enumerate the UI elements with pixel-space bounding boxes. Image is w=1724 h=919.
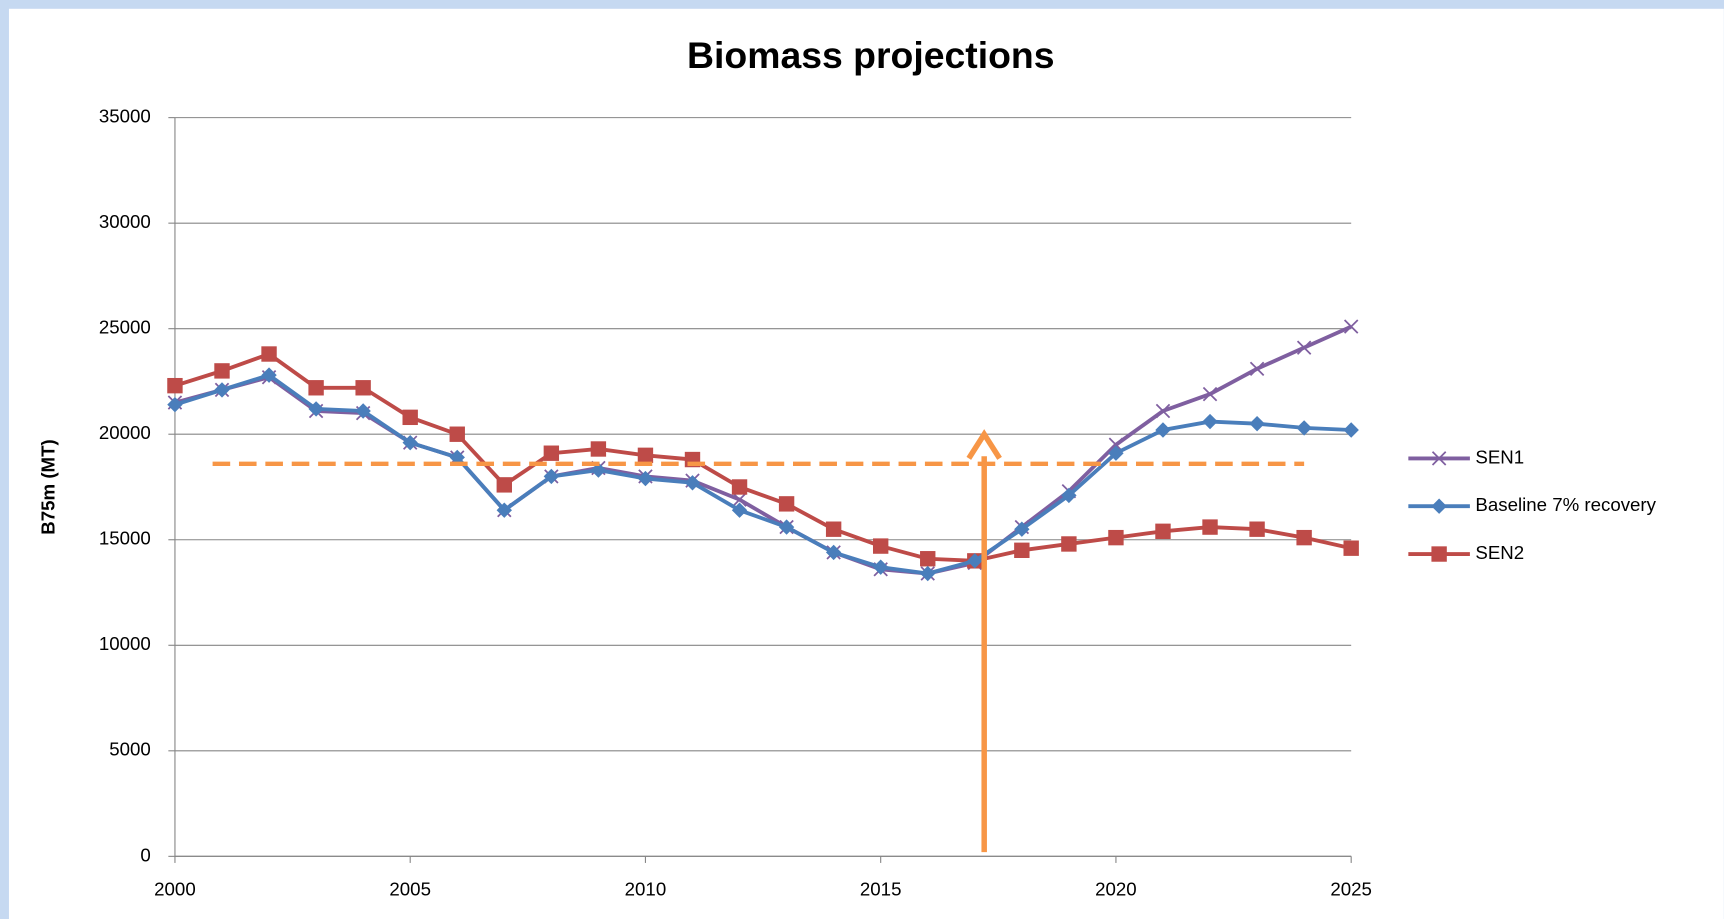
legend-label: SEN2 bbox=[1475, 542, 1524, 563]
data-point bbox=[967, 553, 983, 569]
y-tick-label: 15000 bbox=[99, 528, 151, 549]
x-tick-label: 2000 bbox=[154, 878, 196, 899]
data-point bbox=[1249, 521, 1265, 537]
data-point bbox=[825, 544, 842, 561]
data-point bbox=[778, 496, 795, 512]
data-point bbox=[1202, 519, 1218, 535]
y-tick-label: 10000 bbox=[99, 633, 151, 654]
data-point bbox=[167, 377, 183, 394]
data-point bbox=[1202, 413, 1218, 430]
data-point bbox=[1202, 386, 1218, 402]
legend-marker bbox=[1431, 451, 1447, 466]
data-point bbox=[590, 441, 607, 457]
data-point bbox=[1061, 536, 1077, 552]
y-tick-label: 35000 bbox=[99, 106, 151, 127]
data-point bbox=[355, 380, 371, 396]
y-tick-label: 20000 bbox=[99, 422, 151, 443]
data-point bbox=[590, 462, 607, 478]
data-point bbox=[825, 521, 842, 537]
data-point bbox=[308, 380, 324, 396]
chart-title: Biomass projections bbox=[687, 34, 1054, 76]
data-point bbox=[872, 538, 889, 554]
data-point bbox=[261, 367, 277, 383]
data-point bbox=[1296, 529, 1312, 546]
data-point bbox=[1155, 403, 1171, 419]
y-axis-label: B75m (MT) bbox=[38, 439, 59, 534]
data-point bbox=[214, 363, 230, 379]
data-point bbox=[167, 396, 183, 413]
series-line bbox=[174, 372, 1352, 576]
y-tick-label: 30000 bbox=[99, 211, 151, 232]
data-point bbox=[920, 551, 936, 567]
data-point bbox=[1249, 361, 1265, 377]
legend-label: SEN1 bbox=[1475, 446, 1524, 467]
data-point bbox=[1014, 542, 1030, 558]
data-point bbox=[732, 492, 747, 507]
data-point bbox=[637, 447, 654, 464]
data-point bbox=[402, 434, 418, 451]
y-tick-label: 5000 bbox=[109, 739, 151, 760]
data-point bbox=[1343, 540, 1359, 556]
data-point bbox=[214, 382, 230, 398]
data-point bbox=[1296, 340, 1312, 355]
legend-label: Baseline 7% recovery bbox=[1475, 494, 1656, 515]
data-point bbox=[1343, 319, 1359, 334]
data-point bbox=[261, 346, 277, 362]
y-tick-label: 0 bbox=[140, 844, 150, 865]
data-point bbox=[731, 479, 748, 495]
data-point bbox=[449, 426, 465, 442]
data-point bbox=[496, 477, 512, 493]
y-tick-label: 25000 bbox=[99, 317, 151, 338]
x-tick-label: 2010 bbox=[625, 878, 667, 899]
data-point bbox=[1296, 420, 1312, 436]
data-point bbox=[543, 445, 560, 461]
data-point bbox=[1108, 529, 1124, 546]
legend-marker bbox=[1431, 546, 1447, 562]
series-line bbox=[174, 351, 1352, 563]
x-tick-label: 2015 bbox=[860, 878, 902, 899]
x-tick-label: 2025 bbox=[1330, 878, 1372, 899]
data-point bbox=[1249, 415, 1265, 432]
x-tick-label: 2005 bbox=[389, 878, 431, 899]
data-point bbox=[308, 401, 324, 417]
x-tick-label: 2020 bbox=[1095, 878, 1137, 899]
data-point bbox=[1155, 523, 1171, 540]
annotation-arrowhead bbox=[966, 429, 1002, 460]
data-point bbox=[402, 409, 418, 426]
